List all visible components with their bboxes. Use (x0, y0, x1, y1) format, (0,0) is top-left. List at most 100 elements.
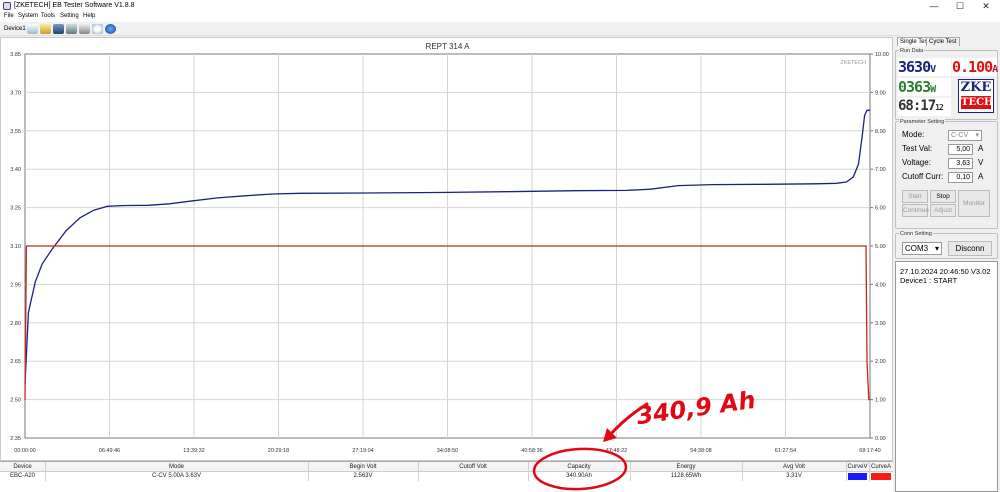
curve-a-swatch[interactable] (871, 473, 891, 480)
table-cell: 3.31V (786, 473, 802, 479)
y-left-tick-label: 2.95 (10, 282, 21, 288)
y-right-tick-label: 9.00 (875, 90, 886, 96)
voltage-input[interactable]: 3,63 (948, 158, 973, 169)
current-display: 0.100A (952, 58, 998, 76)
curve-v-swatch[interactable] (848, 473, 867, 480)
run-data-group: Run Data 3630V 0.100A 0363W 68:1712 ZKE … (895, 48, 998, 120)
tab-cycle-test[interactable]: Cycle Test (926, 37, 960, 46)
table-cell: 2.563V (353, 473, 373, 479)
monitor-button[interactable]: Monitor (958, 190, 990, 217)
test-val-label: Test Val: (902, 144, 933, 153)
zketech-logo: ZKE TECH (958, 79, 994, 113)
toolbar: Device1 (0, 22, 900, 36)
cutoff-input[interactable]: 0,10 (948, 172, 973, 183)
y-left-tick-label: 3.55 (10, 129, 21, 135)
menu-help[interactable]: Help (83, 13, 96, 19)
x-tick-label: 06:49:46 (99, 448, 120, 454)
y-left-tick-label: 2.80 (10, 321, 21, 327)
annotation-arrow-icon (603, 402, 649, 442)
y-right-tick-label: 3.00 (875, 321, 886, 327)
chart-watermark: ZKETECH (840, 60, 866, 66)
title-bar: [ZKETECH] EB Tester Software V1.8.8 — ☐ … (0, 0, 1000, 13)
x-tick-label: 00:00:00 (14, 448, 35, 454)
port-select[interactable]: COM3 ▾ (902, 242, 942, 255)
y-left-tick-label: 2.35 (10, 436, 21, 442)
conn-setting-group: Conn Setting COM3 ▾ Disconn (895, 231, 998, 259)
y-right-tick-label: 8.00 (875, 129, 886, 135)
menu-system[interactable]: System (18, 13, 39, 19)
menu-file[interactable]: File (4, 13, 14, 19)
table-cell (418, 473, 528, 481)
device-label: Device1 (4, 26, 26, 32)
log-line: 27.10.2024 20:46:50 V3.02 (900, 267, 991, 276)
info-icon[interactable] (105, 24, 116, 34)
print-icon[interactable] (66, 24, 77, 34)
control-panel: Single Test Cycle Test Run Data 3630V 0.… (893, 37, 1000, 492)
menu-setting[interactable]: Setting (60, 13, 79, 19)
column-header: CurveV (847, 464, 868, 470)
capacity-circle-annotation (532, 447, 628, 491)
power-display: 0363W (898, 78, 951, 96)
window-title: [ZKETECH] EB Tester Software V1.8.8 (14, 2, 135, 9)
column-header: Device (13, 464, 32, 470)
maximize-button[interactable]: ☐ (955, 1, 965, 11)
y-left-tick-label: 3.85 (10, 52, 21, 58)
conn-setting-label: Conn Setting (899, 231, 933, 237)
close-button[interactable]: ✕ (982, 1, 990, 11)
new-icon[interactable] (27, 24, 38, 34)
minimize-button[interactable]: — (929, 1, 939, 11)
cutoff-unit: A (978, 172, 984, 181)
mode-select[interactable]: C-CV ▾ (948, 130, 982, 141)
tools-icon[interactable] (79, 24, 90, 34)
y-right-tick-label: 0.00 (875, 436, 886, 442)
column-header: Capacity (567, 464, 591, 470)
y-left-tick-label: 3.25 (10, 206, 21, 212)
menu-bar: File System Tools Setting Help (0, 13, 1000, 22)
y-right-tick-label: 7.00 (875, 167, 886, 173)
x-tick-label: 27:19:04 (352, 448, 373, 454)
x-tick-label: 20:29:18 (268, 448, 289, 454)
x-tick-label: 61:27:54 (775, 448, 796, 454)
open-folder-icon[interactable] (40, 24, 51, 34)
column-header: Mode (168, 464, 184, 470)
x-tick-label: 68:17:40 (859, 448, 880, 454)
chart-title: REPT 314 A (426, 42, 471, 51)
column-header: CurveA (870, 464, 891, 470)
y-right-tick-label: 1.00 (875, 398, 886, 404)
table-cell: 340.90Ah (566, 473, 592, 479)
column-header: Avg Volt (783, 464, 805, 470)
y-left-tick-label: 2.65 (10, 359, 21, 365)
test-val-unit: A (978, 144, 984, 153)
stop-button[interactable]: Stop (930, 190, 956, 203)
results-table: Device Mode Begin Volt Cutoff Volt Capac… (0, 447, 893, 492)
chart-svg: 00:00:00 06:49:46 13:39:32 20:29:18 27:19:04… (10, 42, 888, 454)
zoom-icon[interactable] (92, 24, 103, 34)
log-panel: 27.10.2024 20:46:50 V3.02 Device1 : STAR… (895, 261, 998, 492)
voltage-display: 3630V (898, 58, 951, 76)
chart-area: 00:00:00 06:49:46 13:39:32 20:29:18 27:19:04… (0, 37, 893, 461)
y-left-tick-label: 3.70 (10, 90, 21, 96)
cutoff-label: Cutoff Curr: (902, 172, 944, 181)
x-tick-label: 34:08:50 (437, 448, 458, 454)
parameter-setting-label: Parameter Setting (899, 119, 946, 125)
voltage-curve (24, 109, 870, 385)
y-right-tick-label: 6.00 (875, 206, 886, 212)
y-left-tick-label: 3.40 (10, 167, 21, 173)
column-header: Energy (676, 464, 696, 470)
menu-tools[interactable]: Tools (41, 13, 56, 19)
mode-label: Mode: (902, 130, 925, 139)
x-tick-label: 47:48:22 (606, 448, 627, 454)
adjust-button[interactable]: Adjust (930, 204, 956, 217)
voltage-unit: V (978, 158, 984, 167)
y-right-tick-label: 2.00 (875, 359, 886, 365)
save-icon[interactable] (53, 24, 64, 34)
x-tick-label: 40:58:36 (521, 448, 542, 454)
test-val-input[interactable]: 5,00 (948, 144, 973, 155)
start-button[interactable]: Start (902, 190, 928, 203)
table-cell: C-CV 5.00A 3.63V (151, 473, 202, 479)
y-left-tick-label: 3.10 (10, 244, 21, 250)
time-display: 68:1712 (898, 98, 951, 116)
continue-button[interactable]: Continue (902, 204, 929, 217)
disconnect-button[interactable]: Disconn (948, 241, 992, 256)
